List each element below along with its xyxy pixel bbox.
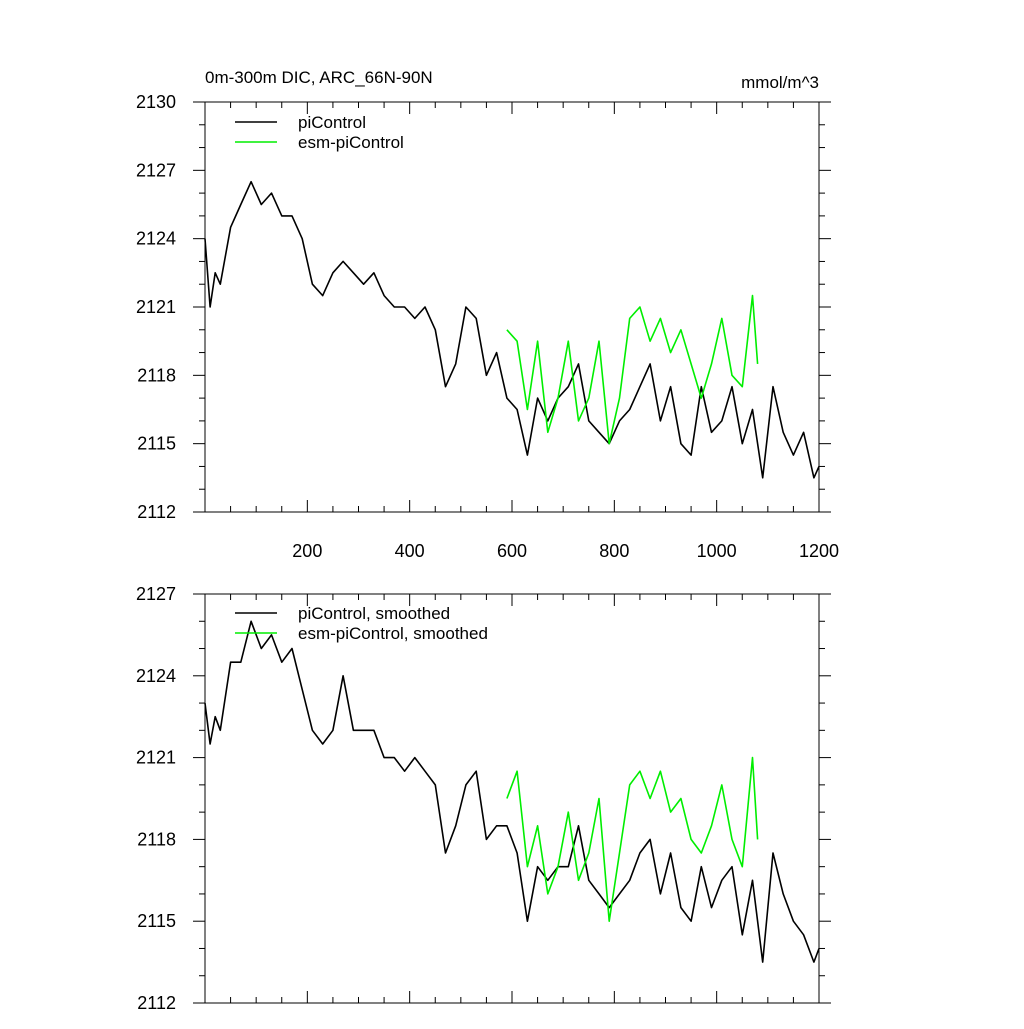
y-tick-label: 2115: [137, 911, 176, 931]
units-label: mmol/m^3: [741, 73, 819, 92]
y-tick-label: 2121: [136, 297, 176, 317]
plot-frame: [204, 593, 820, 1004]
legend-label: piControl, smoothed: [298, 604, 450, 623]
series-line-esm-picontrol: [506, 294, 759, 445]
y-tick-label: 2127: [136, 160, 176, 180]
legend-label: piControl: [298, 113, 366, 132]
y-tick-label: 2118: [137, 829, 176, 849]
y-tick-label: 2124: [136, 666, 176, 686]
x-tick-label: 600: [497, 541, 527, 561]
legend-label: esm-piControl: [298, 133, 404, 152]
chart-panel-2: 2112 2115 2118 2121 2124 2127 piControl, smoot…: [136, 584, 831, 1013]
x-tick-label: 1000: [697, 541, 737, 561]
legend-label: esm-piControl, smoothed: [298, 624, 488, 643]
series-line-picontrol-smoothed: [204, 620, 820, 963]
y-tick-label: 2121: [136, 748, 176, 768]
chart-panel-1: 200 400 600 800 1000 1200 2112 2115 2118 2121 2124…: [136, 68, 839, 561]
series-line-esm-picontrol-smoothed: [506, 756, 759, 923]
y-tick-label: 2127: [136, 584, 176, 604]
series-line-picontrol: [204, 180, 820, 479]
x-tick-label: 1200: [799, 541, 839, 561]
plot-frame: [204, 101, 820, 513]
y-tick-label: 2124: [136, 229, 176, 249]
y-tick-label: 2115: [137, 434, 176, 454]
x-tick-label: 800: [599, 541, 629, 561]
y-tick-label: 2118: [137, 365, 176, 385]
x-tick-label: 400: [395, 541, 425, 561]
x-tick-label: 200: [292, 541, 322, 561]
y-tick-label: 2130: [136, 92, 176, 112]
chart-title: 0m-300m DIC, ARC_66N-90N: [205, 68, 433, 87]
y-tick-label: 2112: [137, 502, 176, 522]
y-tick-label: 2112: [137, 993, 176, 1013]
